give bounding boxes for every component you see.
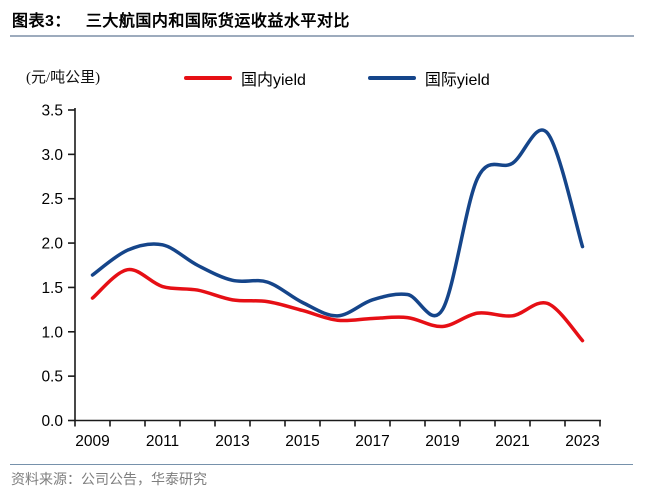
y-axis-tick-label: 1.5 (41, 280, 63, 297)
x-axis-tick-label: 2023 (565, 433, 599, 450)
y-axis-unit-label: (元/吨公里) (26, 70, 101, 86)
x-axis-tick-label: 2019 (425, 433, 459, 450)
domestic-yield-line-swatch (184, 76, 232, 80)
x-axis-tick-label: 2011 (146, 433, 179, 450)
legend-item-international-yield: 国际yield (367, 66, 490, 90)
source-divider (10, 464, 633, 465)
international-yield-line-swatch (367, 76, 416, 80)
x-axis-tick-label: 2021 (495, 433, 529, 450)
domestic-yield-line (90, 267, 585, 343)
chart-legend: 国内yield 国际yield (184, 66, 490, 90)
x-axis-tick-label: 2015 (285, 433, 319, 450)
title-divider (10, 35, 634, 37)
y-axis-tick-label: 3.5 (41, 103, 63, 120)
legend-item-domestic-yield: 国内yield (184, 66, 306, 90)
x-axis-tick-label: 2013 (215, 433, 249, 450)
source-note: 资料来源：公司公告，华泰研究 (11, 473, 207, 488)
figure-label: 图表3： (12, 13, 71, 30)
y-axis-tick-label: 2.5 (41, 191, 63, 208)
y-axis-tick-label: 3.0 (41, 147, 63, 164)
international-yield-line (90, 128, 585, 318)
legend-label-domestic: 国内yield (241, 72, 306, 89)
x-axis-tick-label: 2017 (355, 433, 389, 450)
y-axis-tick-label: 2.0 (41, 236, 63, 253)
figure-header: 图表3： 三大航国内和国际货运收益水平对比 (12, 7, 350, 31)
x-axis-tick-label: 2009 (75, 433, 109, 450)
y-axis-tick-label: 0.5 (41, 369, 63, 386)
legend-label-international: 国际yield (424, 72, 490, 89)
figure-title: 三大航国内和国际货运收益水平对比 (85, 13, 350, 30)
y-axis-tick-label: 1.0 (41, 324, 63, 341)
y-axis-tick-label: 0.0 (41, 413, 63, 430)
